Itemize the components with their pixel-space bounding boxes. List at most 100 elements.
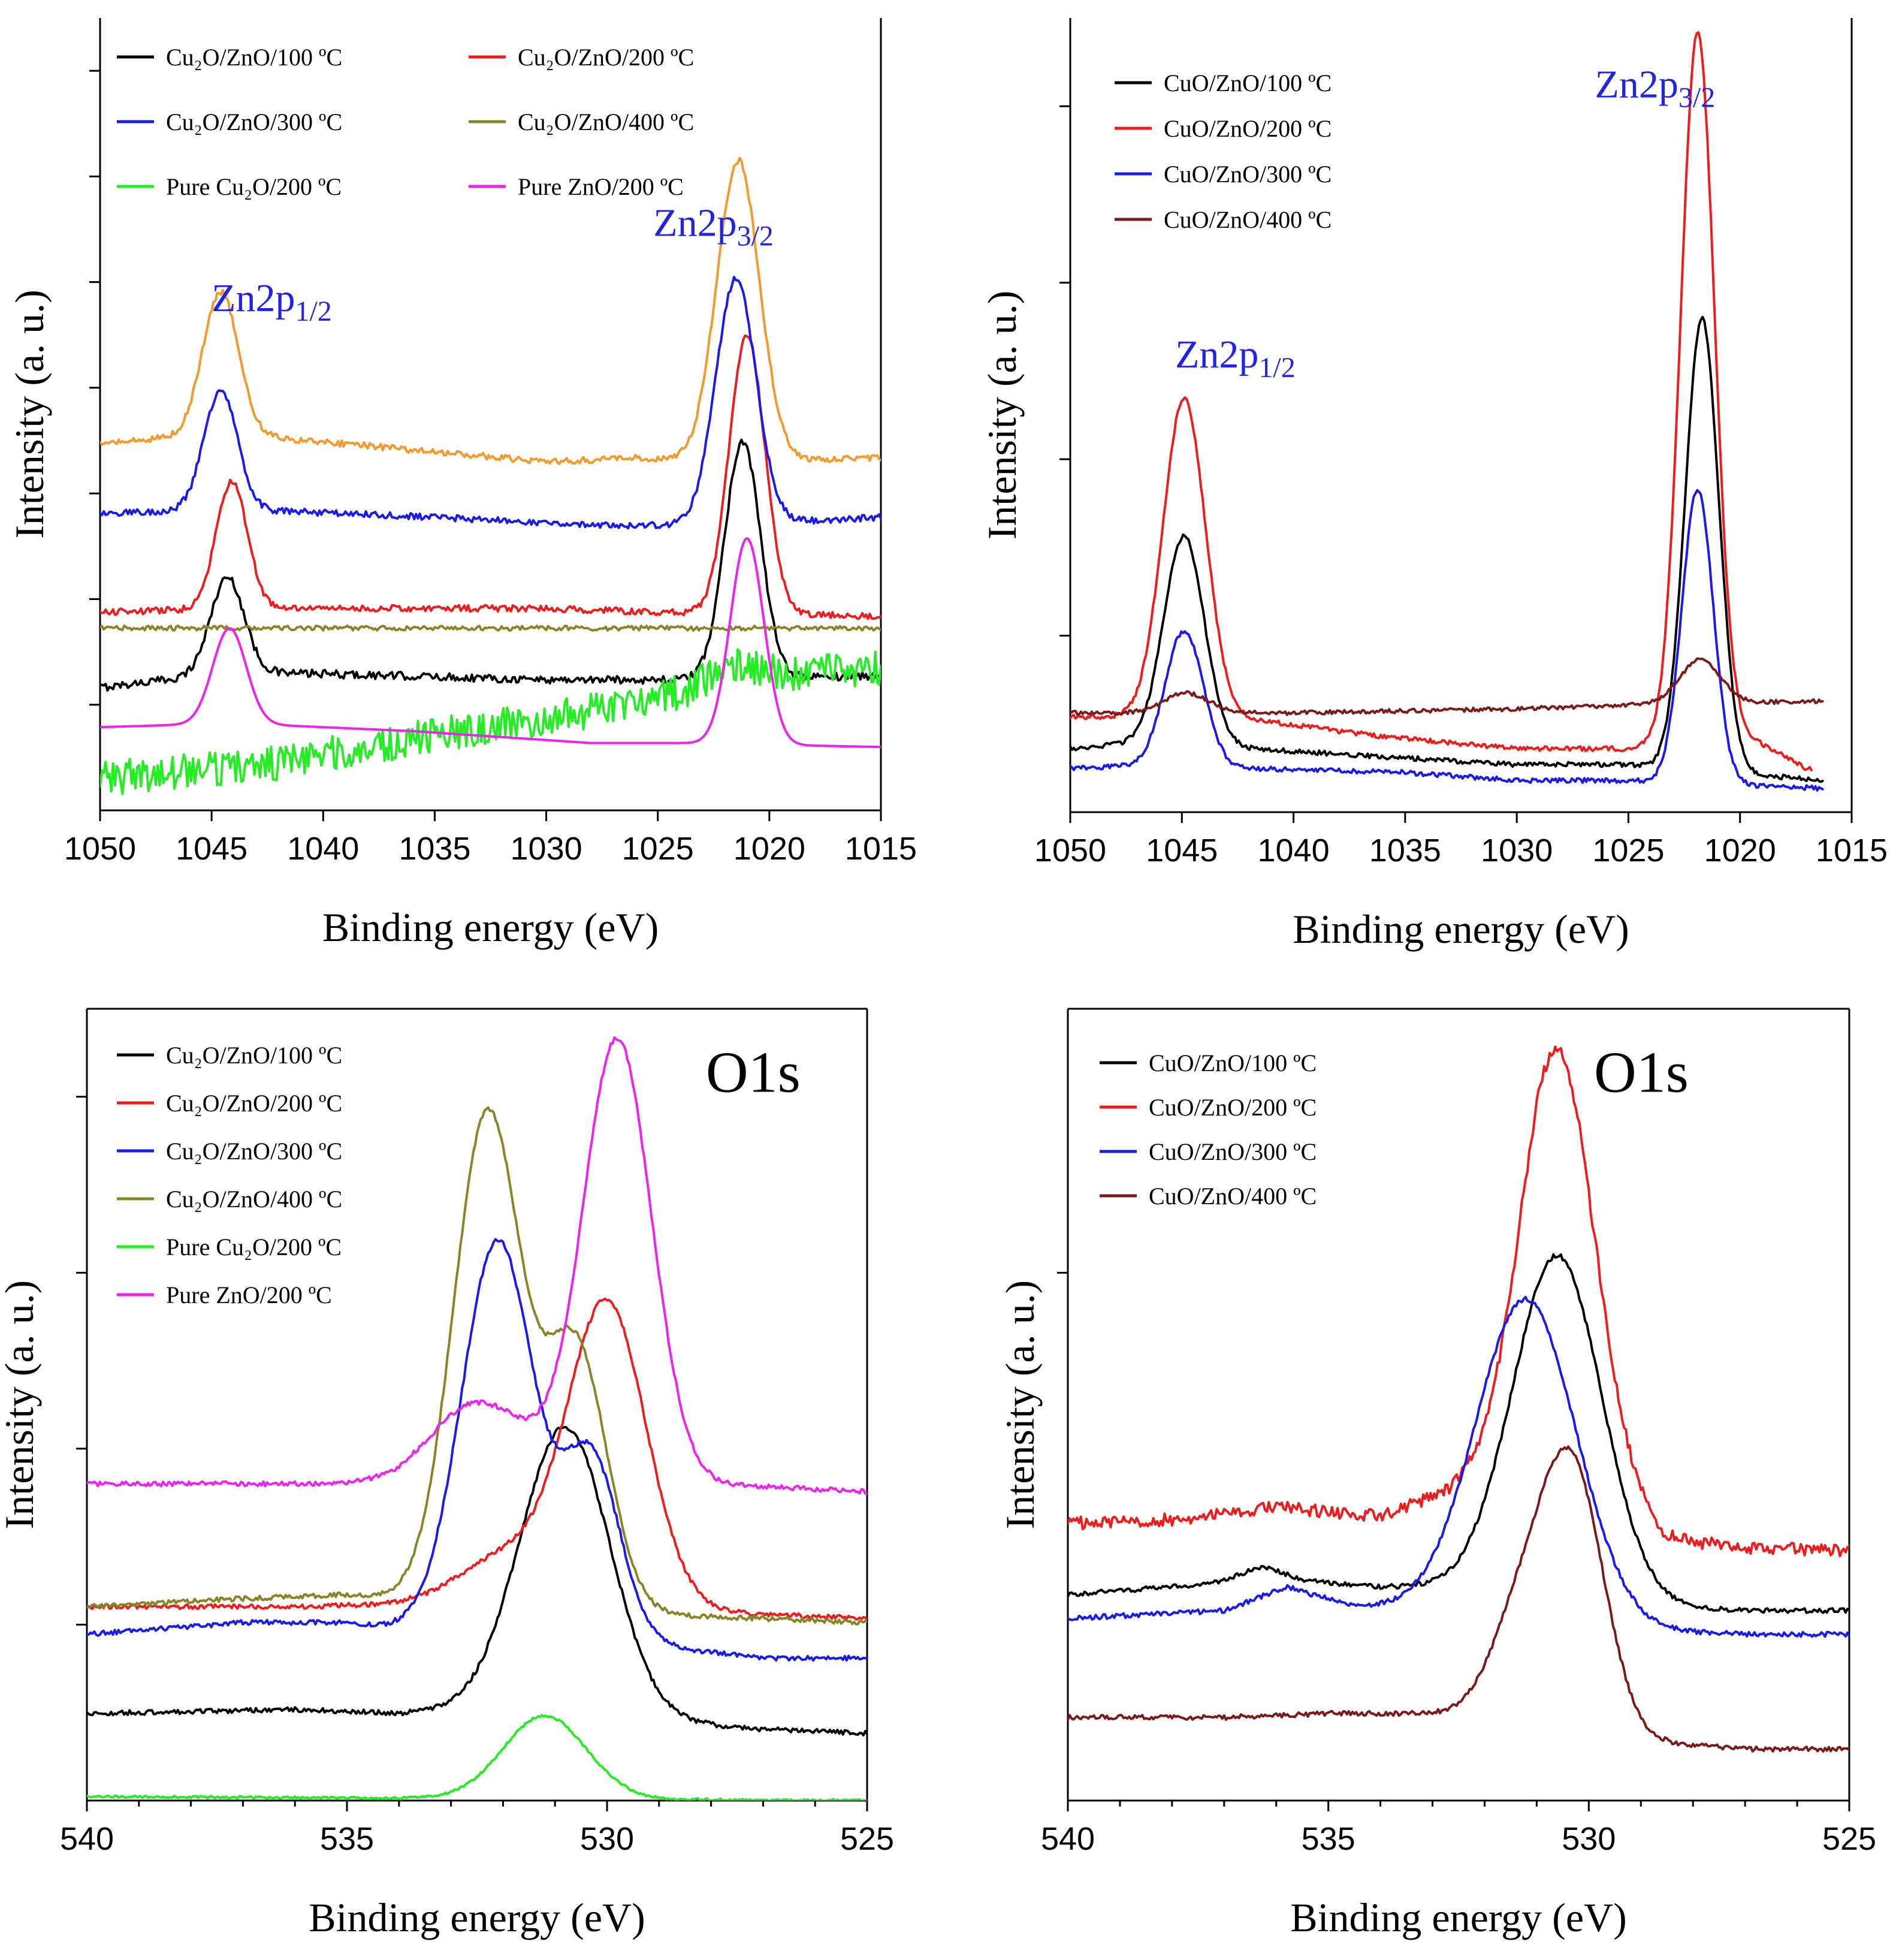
legend-label: CuO/ZnO/100 ºC <box>1164 70 1332 97</box>
series-line-cu2o-zno-200-c <box>100 334 881 620</box>
legend-item-pure-zno-200-c: Pure ZnO/200 ºC <box>117 1281 332 1308</box>
series-group <box>100 156 881 795</box>
series-line-cuo-zno-300-c <box>1068 1295 1849 1638</box>
legend-item-cuo-zno-300-c: CuO/ZnO/300 ºC <box>1100 1138 1317 1165</box>
legend-item-pure-cu2o-200-c: Pure Cu₂O/200 ºC <box>117 173 342 200</box>
annotation-label: O1s <box>1594 1041 1689 1105</box>
panel-top-left: 1050 1045 1040 1035 1030 1025 1020 1015 Binding … <box>7 18 917 950</box>
legend-item-cuo-zno-200-c: CuO/ZnO/200 ºC <box>1100 1094 1317 1121</box>
legend-item-cu2o-zno-400-c: Cu₂O/ZnO/400 ºC <box>469 108 694 135</box>
series-line-cuo-zno-200-c <box>1070 31 1813 771</box>
series-line-cu2o-zno-300-c <box>100 276 881 530</box>
x-axis-title: Binding energy (eV) <box>309 1895 645 1940</box>
annotation-label: Zn2p <box>1175 333 1258 376</box>
legend-label: Cu₂O/ZnO/200 ºC <box>166 1090 342 1117</box>
x-tick-label: 1015 <box>1816 833 1888 869</box>
x-tick-label: 1050 <box>1034 833 1106 869</box>
legend: CuO/ZnO/100 ºC CuO/ZnO/200 ºC CuO/ZnO/300 … <box>1115 70 1332 233</box>
legend-label: Cu₂O/ZnO/400 ºC <box>166 1186 342 1213</box>
legend-label: CuO/ZnO/400 ºC <box>1149 1183 1317 1210</box>
x-tick-label: 1050 <box>64 831 136 867</box>
x-tick-label: 1040 <box>1258 833 1330 869</box>
panel-top-right: 1050 1045 1040 1035 1030 1025 1020 1015 Binding … <box>979 18 1888 952</box>
legend-item-cuo-zno-300-c: CuO/ZnO/300 ºC <box>1115 161 1332 188</box>
legend-label: Cu₂O/ZnO/100 ºC <box>166 1042 342 1069</box>
legend-item-cu2o-zno-300-c: Cu₂O/ZnO/300 ºC <box>117 108 342 135</box>
series-line-cu2o-zno-300-c <box>87 1238 867 1662</box>
x-tick-label: 540 <box>1041 1821 1095 1857</box>
x-tick-label: 1015 <box>845 831 917 867</box>
legend-item-cu2o-zno-300-c: Cu₂O/ZnO/300 ºC <box>117 1138 342 1165</box>
x-tick-label: 1045 <box>176 831 247 867</box>
x-tick-label: 525 <box>840 1821 894 1857</box>
peak-annotation: Zn2p3/2 <box>1595 63 1716 114</box>
legend-label: Pure Cu₂O/200 ºC <box>166 1234 342 1261</box>
peak-annotation: Zn2p3/2 <box>653 201 774 252</box>
legend-label: Pure ZnO/200 ºC <box>518 173 684 200</box>
x-tick-label: 540 <box>60 1821 114 1857</box>
annotation-label: O1s <box>706 1041 801 1105</box>
series-line-cuo-zno-300-c <box>1070 489 1824 792</box>
series-line-cuo-zno-400-c <box>1070 657 1824 716</box>
annotation-subscript: 3/2 <box>737 221 774 252</box>
x-tick-label: 1035 <box>1369 833 1441 869</box>
x-axis-title: Binding energy (eV) <box>1293 906 1629 952</box>
legend-item-cuo-zno-200-c: CuO/ZnO/200 ºC <box>1115 115 1332 142</box>
legend-label: Cu₂O/ZnO/100 ºC <box>166 44 342 71</box>
peak-annotation: Zn2p1/2 <box>212 276 332 327</box>
legend-label: Cu₂O/ZnO/200 ºC <box>518 44 694 71</box>
legend-label: CuO/ZnO/100 ºC <box>1149 1050 1317 1077</box>
legend-item-cuo-zno-100-c: CuO/ZnO/100 ºC <box>1115 70 1332 97</box>
peak-annotation: O1s <box>706 1041 801 1105</box>
legend-item-cuo-zno-100-c: CuO/ZnO/100 ºC <box>1100 1050 1317 1077</box>
x-tick-label: 1020 <box>733 831 805 867</box>
series-line-cu2o-zno-100-c <box>100 438 881 692</box>
legend-item-cu2o-zno-100-c: Cu₂O/ZnO/100 ºC <box>117 1042 342 1069</box>
series-group <box>87 1036 867 1801</box>
series-line-pure-zno-200-c <box>100 537 881 749</box>
x-axis-title: Binding energy (eV) <box>1290 1895 1627 1940</box>
series-line-cu2o-zno-200-c <box>87 1297 867 1621</box>
legend-item-pure-zno-200-c: Pure ZnO/200 ºC <box>469 173 684 200</box>
x-tick-label: 1045 <box>1146 833 1218 869</box>
legend-label: CuO/ZnO/400 ºC <box>1164 206 1332 233</box>
x-tick-label: 1030 <box>1481 833 1553 869</box>
legend-label: Pure Cu₂O/200 ºC <box>166 173 342 200</box>
legend: Cu₂O/ZnO/100 ºC Cu₂O/ZnO/200 ºC Cu₂O/ZnO/3… <box>117 44 694 200</box>
legend-label: Cu₂O/ZnO/300 ºC <box>166 1138 342 1165</box>
x-tick-label: 1030 <box>511 831 582 867</box>
series-line-cuo-zno-100-c <box>1068 1253 1849 1614</box>
annotation-label: Zn2p <box>212 276 295 320</box>
x-tick-label: 1035 <box>398 831 470 867</box>
series-line-cuo-zno-200-c <box>1068 1045 1849 1558</box>
y-axis-title: Intensity (a. u.) <box>979 291 1025 539</box>
x-tick-label: 1025 <box>622 831 694 867</box>
series-line-pure-cu2o-200-c <box>87 1714 867 1801</box>
x-tick-label: 525 <box>1822 1821 1876 1857</box>
x-tick-label: 1025 <box>1592 833 1664 869</box>
series-line-cu2o-zno-400-c <box>87 1106 867 1626</box>
legend-item-cuo-zno-400-c: CuO/ZnO/400 ºC <box>1100 1183 1317 1210</box>
y-axis-title: Intensity (a. u.) <box>7 290 52 538</box>
legend-label: CuO/ZnO/200 ºC <box>1149 1094 1317 1121</box>
series-group <box>1068 1045 1849 1753</box>
annotation-label: Zn2p <box>653 201 736 245</box>
legend: Cu₂O/ZnO/100 ºC Cu₂O/ZnO/200 ºC Cu₂O/ZnO/3… <box>117 1042 342 1308</box>
x-tick-label: 535 <box>320 1821 374 1857</box>
panel-bottom-right: 540 535 530 525 Binding energy (eV) Intensity… <box>997 1008 1876 1940</box>
annotation-label: Zn2p <box>1595 63 1678 107</box>
series-line-cu2o-zno-400-c <box>100 625 881 632</box>
series-line-cuo-zno-100-c <box>1070 315 1824 783</box>
legend-item-cu2o-zno-200-c: Cu₂O/ZnO/200 ºC <box>117 1090 342 1117</box>
annotation-subscript: 3/2 <box>1678 82 1715 114</box>
legend-item-cu2o-zno-200-c: Cu₂O/ZnO/200 ºC <box>469 44 694 71</box>
series-line-pure-cu2o-200-c <box>100 648 881 795</box>
y-axis-title: Intensity (a. u.) <box>0 1280 42 1529</box>
series-line-cuo-zno-400-c <box>1068 1445 1849 1753</box>
x-tick-label: 530 <box>1562 1821 1616 1857</box>
series-line-pure-zno-200-c <box>87 1036 867 1495</box>
annotation-subscript: 1/2 <box>295 295 331 327</box>
peak-annotation: Zn2p1/2 <box>1175 333 1296 384</box>
series-group <box>1070 31 1824 792</box>
legend-label: CuO/ZnO/300 ºC <box>1149 1138 1317 1165</box>
